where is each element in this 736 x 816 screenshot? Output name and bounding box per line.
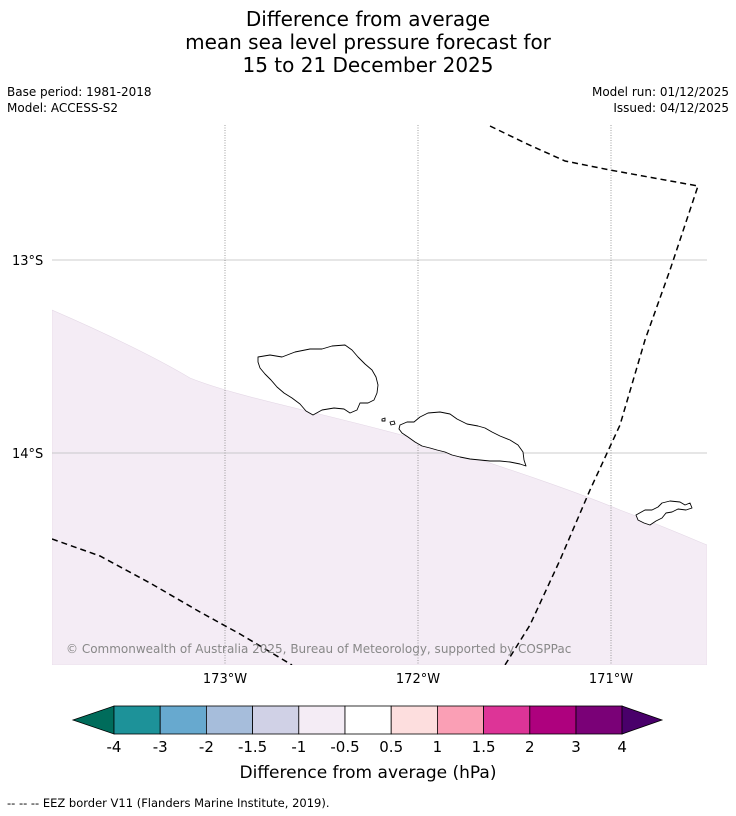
colorbar-segment [483, 705, 531, 735]
colorbar-segment [205, 705, 253, 735]
colorbar-extend-high [621, 705, 664, 735]
island-savaii [257, 344, 379, 416]
title-line-1: Difference from average [245, 7, 491, 31]
colorbar-tick-label: -3 [153, 738, 168, 756]
title-line-2: mean sea level pressure forecast for [185, 30, 551, 54]
colorbar-segment [159, 705, 207, 735]
colorbar-segment [436, 705, 484, 735]
colorbar-segment [252, 705, 300, 735]
model-name: Model: ACCESS-S2 [7, 101, 119, 115]
eez-borders [52, 125, 699, 665]
graticule [52, 125, 707, 665]
colorbar-tick-label: -4 [107, 738, 122, 756]
colorbar-tick-label: -1 [291, 738, 306, 756]
colorbar-tick-label: 3 [571, 738, 581, 756]
colorbar-segments [113, 705, 623, 735]
colorbar-segment [529, 705, 577, 735]
map-title: Difference from average mean sea level p… [0, 8, 736, 77]
issued-date: Issued: 04/12/2025 [613, 101, 729, 115]
islet-manono [389, 420, 396, 426]
colorbar-tick-label: 0.5 [379, 738, 403, 756]
eez-border-southwest [52, 538, 293, 665]
island-upolu [398, 411, 527, 467]
colorbar-ticks: -4 -3 -2 -1.5 -1 -0.5 0.5 1 1.5 2 3 4 [107, 738, 627, 756]
anomaly-region [52, 309, 707, 665]
colorbar-tick-label: -1.5 [238, 738, 267, 756]
meta-left: Base period: 1981-2018 Model: ACCESS-S2 [7, 84, 152, 116]
lon-label-171w: 171°W [589, 672, 633, 687]
eez-border-east [489, 125, 699, 665]
lon-label-172w: 172°W [396, 672, 440, 687]
colorbar: -4 -3 -2 -1.5 -1 -0.5 0.5 1 1.5 2 3 4 Difference fr… [71, 705, 664, 783]
colorbar-tick-label: 4 [617, 738, 627, 756]
colorbar-segment [390, 705, 438, 735]
coastlines [257, 344, 693, 526]
colorbar-label: Difference from average (hPa) [240, 763, 497, 783]
eez-legend: -- -- -- EEZ border V11 (Flanders Marine… [7, 796, 330, 810]
meta-right: Model run: 01/12/2025 Issued: 04/12/2025 [592, 84, 729, 116]
colorbar-tick-label: 2 [525, 738, 535, 756]
colorbar-tick-label: 1 [433, 738, 443, 756]
lat-label-14s: 14°S [12, 447, 43, 462]
islet-apolima [381, 417, 386, 422]
colorbar-tick-label: 1.5 [472, 738, 496, 756]
colorbar-tick-label: -2 [199, 738, 214, 756]
colorbar-segment [113, 705, 161, 735]
model-run: Model run: 01/12/2025 [591, 85, 729, 99]
colorbar-segment [575, 705, 623, 735]
colorbar-tick-label: -0.5 [330, 738, 359, 756]
title-line-3: 15 to 21 December 2025 [242, 53, 494, 77]
island-tutuila [635, 500, 693, 526]
lon-label-173w: 173°W [203, 672, 247, 687]
copyright-text: © Commonwealth of Australia 2025, Bureau… [66, 642, 571, 656]
lat-label-13s: 13°S [12, 254, 43, 269]
colorbar-segment [344, 705, 392, 735]
base-period: Base period: 1981-2018 [7, 85, 152, 99]
colorbar-extend-low [71, 705, 115, 735]
colorbar-segment [298, 705, 346, 735]
